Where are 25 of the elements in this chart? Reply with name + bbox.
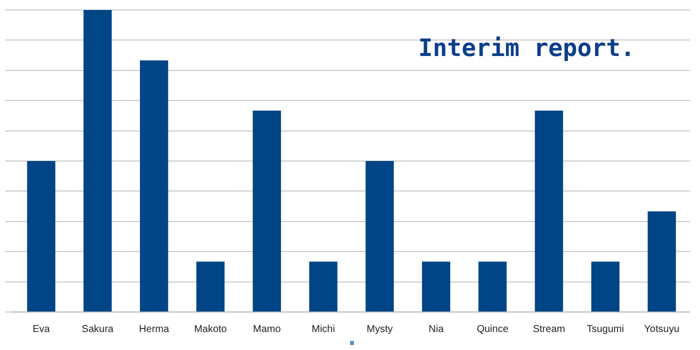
- x-tick-label: Mysty: [366, 324, 393, 335]
- x-tick-label: Stream: [532, 324, 566, 335]
- bar: [140, 60, 168, 312]
- bar: [252, 110, 281, 312]
- bar: [422, 262, 450, 312]
- bar: [478, 262, 507, 312]
- bar: [27, 161, 56, 312]
- x-tick-label: Yotsuyu: [644, 324, 680, 335]
- bar: [648, 211, 676, 312]
- x-tick-label: Sakura: [82, 324, 114, 335]
- x-tick-label: Nia: [428, 324, 444, 335]
- x-tick-label: Makoto: [194, 324, 228, 335]
- x-tick-label: Tsugumi: [586, 324, 624, 335]
- x-tick-label: Mamo: [252, 324, 282, 335]
- bar: [534, 110, 564, 312]
- bar: [309, 262, 338, 312]
- x-tick-label: Michi: [312, 324, 335, 335]
- bar: [366, 161, 394, 312]
- annotation: Interim report.: [418, 34, 635, 62]
- x-tick-label: Eva: [32, 324, 50, 335]
- x-tick-label: Herma: [139, 324, 170, 335]
- bar: [196, 262, 225, 312]
- bar: [591, 262, 620, 312]
- x-tick-label: Quince: [476, 324, 509, 335]
- bar: [84, 10, 112, 312]
